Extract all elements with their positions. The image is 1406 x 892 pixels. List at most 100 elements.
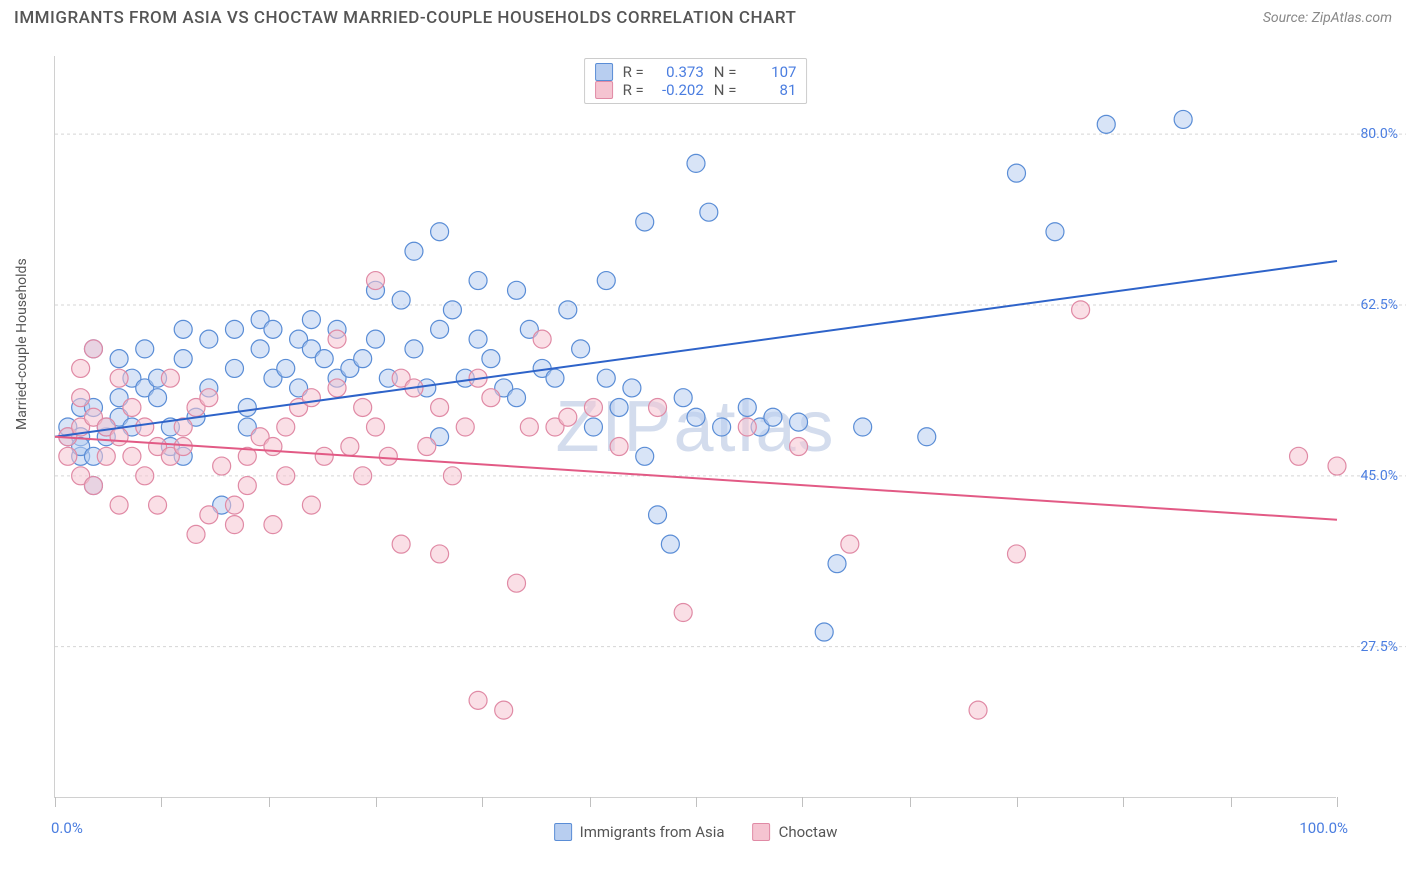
data-point [841,535,859,553]
data-point [200,506,218,524]
data-point [597,272,615,290]
stat-r-choctaw: -0.202 [654,81,704,99]
data-point [1328,457,1346,475]
data-point [174,320,192,338]
data-point [277,467,295,485]
data-point [392,535,410,553]
data-point [367,418,385,436]
data-point [1097,115,1115,133]
legend-item-choctaw: Choctaw [753,823,838,841]
data-point [123,398,141,416]
data-point [828,555,846,573]
data-point [636,447,654,465]
data-point [661,535,679,553]
data-point [110,496,128,514]
data-point [354,467,372,485]
data-point [392,291,410,309]
data-point [264,516,282,534]
x-axis-max: 100.0% [1299,819,1348,837]
x-tick [802,797,803,807]
x-tick [1017,797,1018,807]
data-point [225,320,243,338]
data-point [213,457,231,475]
data-point [520,418,538,436]
data-point [431,320,449,338]
y-tick-label: 45.0% [1360,468,1398,484]
y-tick-label: 27.5% [1360,639,1398,655]
data-point [72,389,90,407]
data-point [584,418,602,436]
data-point [136,418,154,436]
data-point [302,389,320,407]
stat-r-label: R = [623,81,644,99]
stats-row-asia: R = 0.373 N = 107 [595,63,797,81]
data-point [354,350,372,368]
data-point [738,398,756,416]
data-point [238,477,256,495]
x-tick [1123,797,1124,807]
data-point [136,467,154,485]
data-point [969,701,987,719]
data-point [405,340,423,358]
data-point [110,428,128,446]
x-tick [910,797,911,807]
data-point [341,438,359,456]
x-tick [376,797,377,807]
data-point [1008,164,1026,182]
data-point [546,369,564,387]
y-axis-label: Married-couple Households [14,258,30,430]
legend-label: Immigrants from Asia [580,823,725,841]
data-point [533,330,551,348]
data-point [251,340,269,358]
chart-source: Source: ZipAtlas.com [1263,10,1392,26]
swatch-choctaw-icon [753,823,771,841]
data-point [790,438,808,456]
data-point [225,516,243,534]
data-point [200,330,218,348]
data-point [225,496,243,514]
data-point [636,213,654,231]
scatter-plot [55,56,1337,798]
x-tick [590,797,591,807]
x-tick [482,797,483,807]
x-tick [1337,797,1338,807]
data-point [572,340,590,358]
data-point [418,438,436,456]
data-point [174,438,192,456]
data-point [1174,110,1192,128]
data-point [354,398,372,416]
data-point [700,203,718,221]
swatch-asia-icon [554,823,572,841]
chart-title: IMMIGRANTS FROM ASIA VS CHOCTAW MARRIED-… [14,8,796,28]
data-point [482,350,500,368]
data-point [161,369,179,387]
data-point [200,389,218,407]
data-point [315,350,333,368]
legend: Immigrants from Asia Choctaw [554,823,838,841]
data-point [764,408,782,426]
data-point [674,604,692,622]
data-point [738,418,756,436]
data-point [174,350,192,368]
x-tick [1231,797,1232,807]
swatch-choctaw-icon [595,81,613,99]
data-point [674,389,692,407]
data-point [918,428,936,446]
data-point [328,330,346,348]
data-point [456,418,474,436]
swatch-asia-icon [595,63,613,81]
data-point [508,574,526,592]
data-point [302,496,320,514]
x-tick [161,797,162,807]
data-point [264,320,282,338]
data-point [149,496,167,514]
data-point [649,506,667,524]
data-point [815,623,833,641]
data-point [59,447,77,465]
data-point [443,301,461,319]
data-point [431,223,449,241]
data-point [328,379,346,397]
data-point [1072,301,1090,319]
data-point [469,330,487,348]
data-point [623,379,641,397]
